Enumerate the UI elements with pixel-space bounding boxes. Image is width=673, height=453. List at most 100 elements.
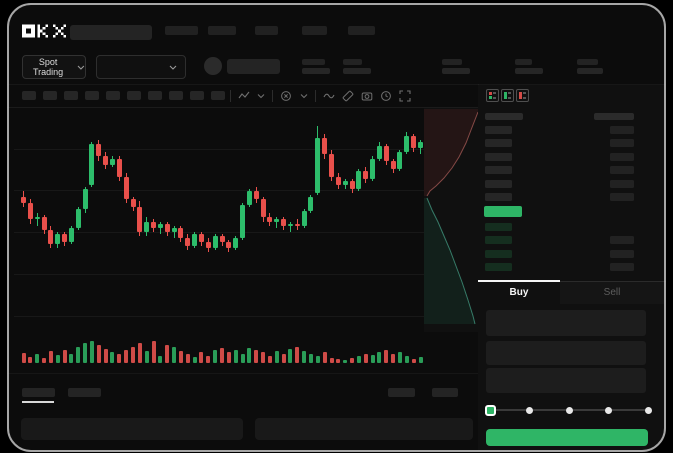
bid-price-placeholder[interactable]: [485, 223, 512, 231]
okx-logo[interactable]: [22, 24, 66, 43]
nav-item-placeholder[interactable]: [302, 26, 327, 35]
ask-amount-placeholder[interactable]: [610, 139, 634, 148]
history-clock-icon[interactable]: [380, 90, 392, 102]
chevron-down-icon[interactable]: [257, 93, 265, 99]
slider-handle[interactable]: [484, 404, 496, 416]
amount-field[interactable]: [486, 341, 646, 365]
candle-body: [178, 227, 184, 238]
ask-price-placeholder[interactable]: [485, 126, 512, 134]
candle-body: [103, 156, 109, 165]
search-input[interactable]: [70, 25, 152, 40]
slider-stop-dot[interactable]: [526, 406, 533, 414]
ask-price-placeholder[interactable]: [485, 179, 512, 188]
ticker-stat-value-placeholder: [343, 68, 371, 74]
candle-body: [205, 241, 211, 248]
slider-stop-dot[interactable]: [644, 406, 652, 414]
orderbook-view-asks-icon[interactable]: [516, 89, 529, 102]
total-field[interactable]: [486, 368, 646, 393]
buy-submit-button[interactable]: [486, 429, 648, 446]
market-type-dropdown[interactable]: Spot Trading: [22, 55, 86, 79]
candle-body: [157, 223, 163, 228]
orderbook-view-bids-icon[interactable]: [501, 89, 514, 102]
ask-price-placeholder[interactable]: [485, 193, 512, 201]
toolbar-tab-placeholder[interactable]: [148, 91, 162, 100]
price-field[interactable]: [486, 310, 646, 336]
nav-item-placeholder[interactable]: [348, 26, 375, 35]
tab-buy[interactable]: Buy: [478, 282, 560, 304]
bottom-tab-placeholder[interactable]: [22, 388, 55, 397]
ask-amount-placeholder[interactable]: [610, 193, 634, 201]
toolbar-separator: [315, 90, 316, 102]
toolbar-tab-placeholder[interactable]: [106, 91, 120, 100]
pair-selector-dropdown[interactable]: [96, 55, 186, 79]
gridline: [14, 190, 424, 191]
bid-price-placeholder[interactable]: [485, 263, 512, 272]
tab-buy-label: Buy: [509, 287, 529, 298]
ask-amount-placeholder[interactable]: [610, 166, 634, 175]
ask-amount-placeholder[interactable]: [610, 152, 634, 161]
toolbar-tab-placeholder[interactable]: [211, 91, 225, 100]
slider-stop-dot[interactable]: [605, 406, 612, 414]
bid-price-placeholder[interactable]: [485, 249, 512, 258]
volume-bar: [329, 358, 334, 363]
toolbar-tab-placeholder[interactable]: [43, 91, 57, 100]
candle-wick: [36, 213, 38, 226]
toolbar-tab-placeholder[interactable]: [22, 91, 36, 100]
ask-price-placeholder[interactable]: [485, 166, 512, 175]
toolbar-tab-placeholder[interactable]: [169, 91, 183, 100]
toolbar-tab-placeholder[interactable]: [85, 91, 99, 100]
chart-type-icon[interactable]: [238, 90, 250, 102]
candle-body: [329, 154, 335, 177]
active-tab-indicator: [478, 280, 560, 282]
volume-bar: [144, 351, 149, 363]
orderbook-view-all-icon[interactable]: [486, 89, 499, 102]
volume-bar: [158, 356, 163, 363]
nav-item-placeholder[interactable]: [165, 26, 198, 35]
ask-amount-placeholder[interactable]: [610, 179, 634, 188]
toolbar-tab-placeholder[interactable]: [64, 91, 78, 100]
nav-item-placeholder[interactable]: [208, 26, 236, 35]
volume-bar: [199, 352, 204, 363]
bid-amount-placeholder[interactable]: [610, 263, 634, 272]
nav-item-placeholder[interactable]: [255, 26, 278, 35]
bid-amount-placeholder[interactable]: [610, 249, 634, 258]
volume-bar: [131, 347, 136, 363]
volume-bar: [308, 354, 313, 363]
okx-logo-glyph: [22, 24, 66, 38]
ask-amount-placeholder[interactable]: [610, 126, 634, 134]
ticker-stat-value-placeholder: [442, 68, 470, 74]
bottom-tab-placeholder[interactable]: [68, 388, 101, 397]
volume-bar: [151, 341, 156, 363]
pair-coin-icon: [204, 57, 222, 75]
volume-bar: [267, 356, 272, 363]
bottom-link-placeholder[interactable]: [432, 388, 458, 397]
ask-price-placeholder[interactable]: [485, 152, 512, 161]
volume-bar: [295, 347, 300, 363]
slider-stop-dot[interactable]: [565, 406, 573, 414]
gridline: [14, 232, 424, 233]
toolbar-tab-placeholder[interactable]: [190, 91, 204, 100]
fullscreen-icon[interactable]: [399, 90, 411, 102]
candle-body: [68, 227, 74, 242]
bottom-link-placeholder[interactable]: [388, 388, 415, 397]
candle-body: [130, 199, 136, 208]
measure-icon[interactable]: [342, 90, 354, 102]
wave-indicator-icon[interactable]: [323, 90, 335, 102]
candle-body: [349, 180, 355, 189]
candle-body: [137, 207, 143, 232]
indicator-icon[interactable]: [280, 90, 293, 102]
ask-price-placeholder[interactable]: [485, 139, 512, 148]
volume-bar: [302, 351, 307, 363]
candle-body: [253, 191, 259, 200]
bid-amount-placeholder[interactable]: [610, 236, 634, 245]
tab-sell[interactable]: Sell: [560, 282, 664, 304]
camera-icon[interactable]: [361, 90, 373, 102]
candle-body: [151, 221, 157, 228]
chevron-down-icon[interactable]: [300, 93, 308, 99]
ticker-stat-label-placeholder: [442, 59, 462, 65]
candle-body: [322, 138, 328, 155]
candle-body: [198, 233, 204, 242]
candle-body: [260, 199, 266, 218]
toolbar-tab-placeholder[interactable]: [127, 91, 141, 100]
bid-price-placeholder[interactable]: [485, 236, 512, 245]
